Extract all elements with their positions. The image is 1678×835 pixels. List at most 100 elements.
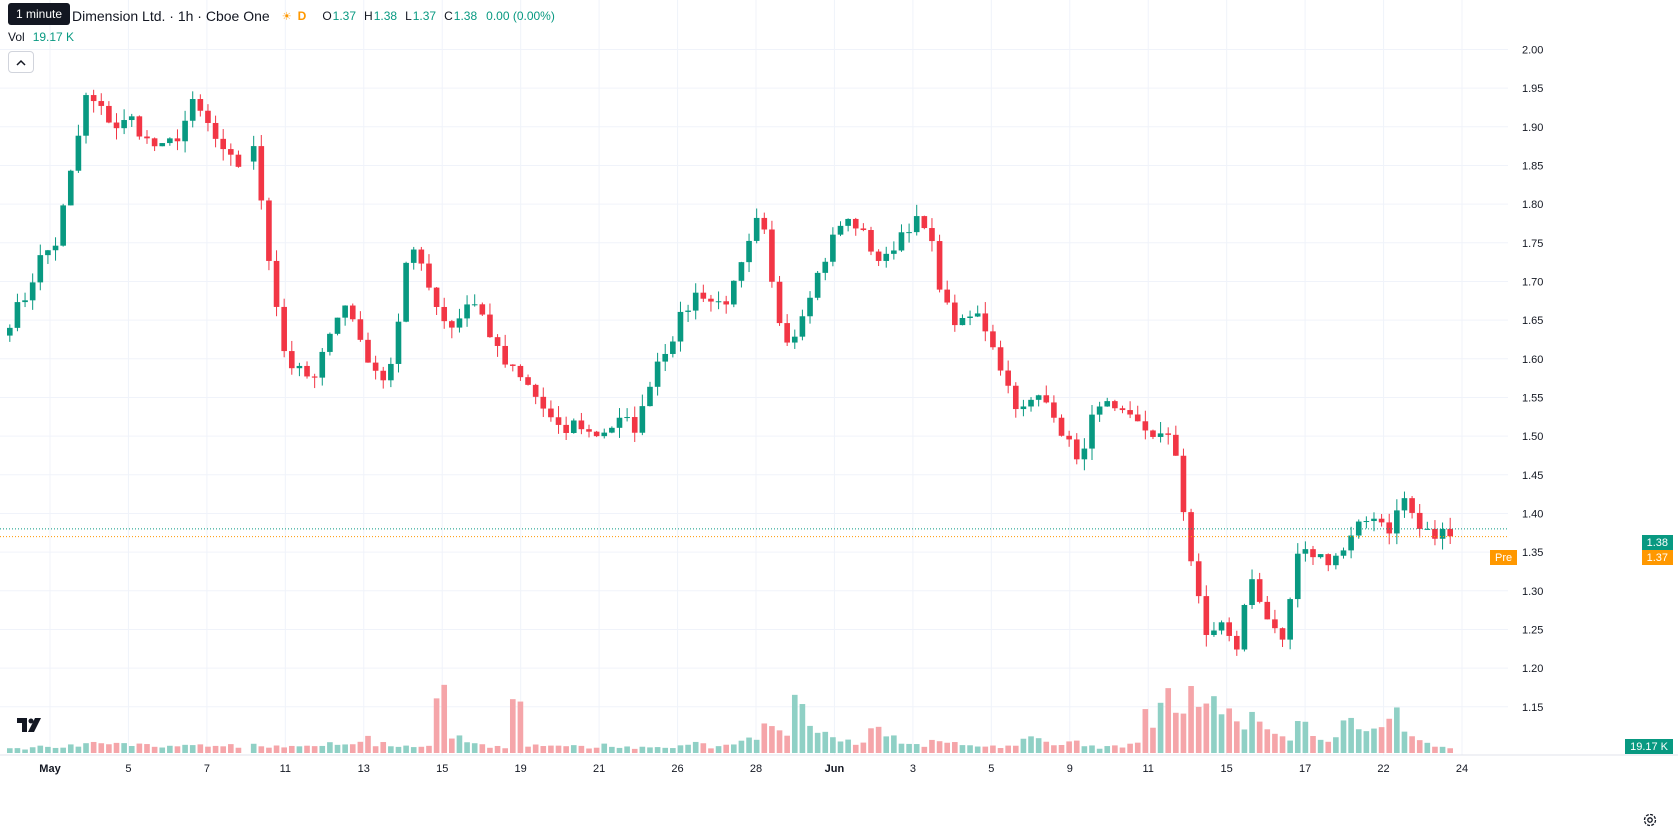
candle-body [1249,579,1255,605]
candle-body [159,143,166,147]
candle-body [464,304,470,319]
volume-bar [639,746,646,753]
volume-bar [357,741,364,753]
candle-body [1394,510,1400,534]
candle-body [647,386,653,407]
tradingview-logo-icon[interactable] [12,711,46,739]
time-tick-label: 22 [1377,763,1389,775]
candle-body [830,234,836,262]
price-tick-label: 1.25 [1522,624,1543,636]
volume-bar [1272,733,1278,753]
close-value: 1.38 [453,9,478,23]
candle-body [1272,619,1278,629]
volume-bar [1043,741,1050,753]
candle-body [593,431,600,437]
open-key: O [322,9,332,23]
time-tick-label: 15 [436,763,448,775]
volume-bar [1104,746,1111,753]
candle-body [1355,521,1362,536]
high-key: H [364,9,373,23]
candle-body [182,120,188,142]
candle-body [1447,528,1453,537]
volume-bar [1150,727,1156,753]
volume-bar [235,747,242,753]
candle-body [1089,414,1095,449]
candle-body [1157,433,1164,437]
volume-bar [1058,744,1065,753]
time-tick-label: Jun [825,763,845,775]
volume-bar [1340,720,1347,753]
candle-body [799,316,806,337]
candle-body [540,396,547,409]
candle-body [776,281,783,324]
volume-bar [1180,713,1187,753]
candle-body [1226,622,1232,636]
dividend-label[interactable]: D [297,9,307,23]
candle-body [1333,555,1339,566]
candle-body [1218,622,1225,631]
candle-body [1096,406,1103,415]
candle-body [875,251,882,261]
time-tick-label: 24 [1456,763,1468,775]
candle-body [708,298,714,302]
price-tick-label: 1.30 [1522,586,1543,598]
volume-bar [1127,743,1133,753]
candle-body [738,262,745,281]
volume-bar [616,747,623,753]
candle-body [1073,439,1080,460]
candle-body [304,365,310,377]
volume-bar [799,704,806,753]
volume-bar [121,743,127,753]
time-tick-label: 26 [671,763,683,775]
candle-body [1119,408,1126,411]
volume-bar [1081,746,1088,753]
candle-body [1317,554,1324,558]
volume-bar [83,743,89,753]
candle-body [197,99,204,111]
candle-body [639,406,646,433]
candle-body [1066,435,1072,440]
candle-body [479,304,486,315]
candle-body [75,135,82,171]
volume-bar [974,746,981,753]
candle-body [753,217,760,241]
volume-bar [113,742,120,753]
volume-bar [936,741,943,753]
time-tick-label: May [39,763,61,775]
volume-bar [959,745,966,753]
collapse-legend-button[interactable] [8,51,34,73]
volume-axis-label: 19.17 K [1625,739,1673,754]
candle-body [1180,455,1187,513]
volume-bar [791,694,798,753]
price-tick-label: 1.15 [1522,702,1543,714]
candle-body [1104,401,1111,407]
candle-body [921,216,928,229]
candle-body [288,351,295,369]
volume-bar [982,746,989,753]
volume-legend: Vol 19.17 K [8,30,74,44]
candle-body [14,302,21,328]
volume-bar [822,731,829,753]
volume-bar [631,748,638,753]
candle-body [967,316,973,318]
volume-bar [1371,728,1377,753]
volume-bar [380,742,387,753]
volume-bar [418,746,425,753]
volume-bar [677,745,684,753]
volume-bar [1173,712,1179,753]
volume-bar [182,744,188,753]
volume-bar [1203,703,1210,753]
candle-body [1203,596,1210,635]
volume-bar [464,742,470,753]
volume-bar [769,726,775,753]
symbol-title[interactable]: Dimension Ltd. · 1h · Cboe One [72,8,270,24]
candle-body [563,424,569,433]
candle-body [913,216,920,233]
gear-icon[interactable] [1642,812,1658,828]
volume-bar [837,741,844,753]
candle-body [357,319,364,340]
candle-body [715,301,722,303]
volume-bar [14,748,21,753]
